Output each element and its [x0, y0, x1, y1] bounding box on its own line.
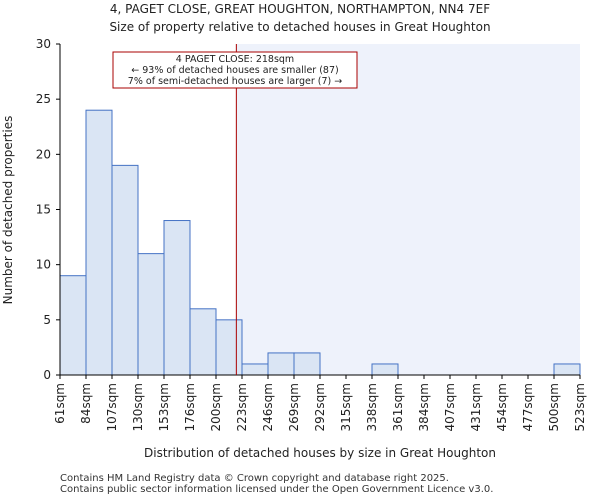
- x-tick-label: 153sqm: [157, 383, 171, 431]
- x-tick-label: 361sqm: [391, 383, 405, 431]
- histogram-bar: [267, 352, 295, 376]
- histogram-bar: [163, 220, 191, 376]
- chart-title-line-2: Size of property relative to detached ho…: [109, 20, 491, 34]
- x-tick-label: 431sqm: [469, 383, 483, 431]
- histogram-bar: [59, 275, 87, 376]
- x-tick-label: 292sqm: [313, 383, 327, 431]
- x-tick-label: 200sqm: [209, 383, 223, 431]
- y-tick-label: 10: [36, 258, 51, 272]
- footer-attribution-line-1: Contains HM Land Registry data © Crown c…: [60, 473, 449, 484]
- y-tick-label: 15: [36, 203, 51, 217]
- x-tick-label: 61sqm: [53, 383, 67, 424]
- x-tick-label: 246sqm: [261, 383, 275, 431]
- y-tick-label: 0: [43, 368, 51, 382]
- histogram-bar: [553, 363, 581, 376]
- histogram-bar: [189, 308, 217, 376]
- x-tick-label: 269sqm: [287, 383, 301, 431]
- x-tick-label: 477sqm: [521, 383, 535, 431]
- x-tick-label: 407sqm: [443, 383, 457, 431]
- x-tick-label: 384sqm: [417, 383, 431, 431]
- x-tick-label: 223sqm: [235, 383, 249, 431]
- annotation-line-1: 4 PAGET CLOSE: 218sqm: [176, 54, 294, 65]
- y-tick-label: 30: [36, 37, 51, 51]
- x-tick-label: 500sqm: [547, 383, 561, 431]
- y-axis-label: Number of detached properties: [1, 116, 15, 305]
- annotation-line-2: ← 93% of detached houses are smaller (87…: [131, 65, 338, 76]
- x-tick-label: 176sqm: [183, 383, 197, 431]
- x-tick-label: 107sqm: [105, 383, 119, 431]
- x-tick-label: 84sqm: [79, 383, 93, 424]
- larger-region-shading: [236, 44, 580, 375]
- chart-title-line-1: 4, PAGET CLOSE, GREAT HOUGHTON, NORTHAMP…: [109, 2, 491, 16]
- y-tick-label: 5: [43, 313, 51, 327]
- histogram-bar: [85, 109, 113, 376]
- histogram-bar: [215, 319, 243, 376]
- histogram-bar: [371, 363, 399, 376]
- annotation-line-3: 7% of semi-detached houses are larger (7…: [128, 76, 342, 87]
- histogram-bar: [137, 253, 165, 376]
- histogram-bar: [111, 164, 139, 376]
- histogram-bar: [293, 352, 321, 376]
- x-tick-label: 130sqm: [131, 383, 145, 431]
- x-tick-label: 315sqm: [339, 383, 353, 431]
- y-tick-label: 20: [36, 147, 51, 161]
- x-tick-label: 454sqm: [495, 383, 509, 431]
- x-tick-label: 523sqm: [573, 383, 587, 431]
- x-tick-label: 338sqm: [365, 383, 379, 431]
- histogram-bar: [241, 363, 269, 376]
- footer-attribution-line-2: Contains public sector information licen…: [60, 484, 494, 495]
- x-axis-label: Distribution of detached houses by size …: [144, 446, 496, 460]
- annotation-box: [112, 51, 358, 89]
- y-tick-label: 25: [36, 92, 51, 106]
